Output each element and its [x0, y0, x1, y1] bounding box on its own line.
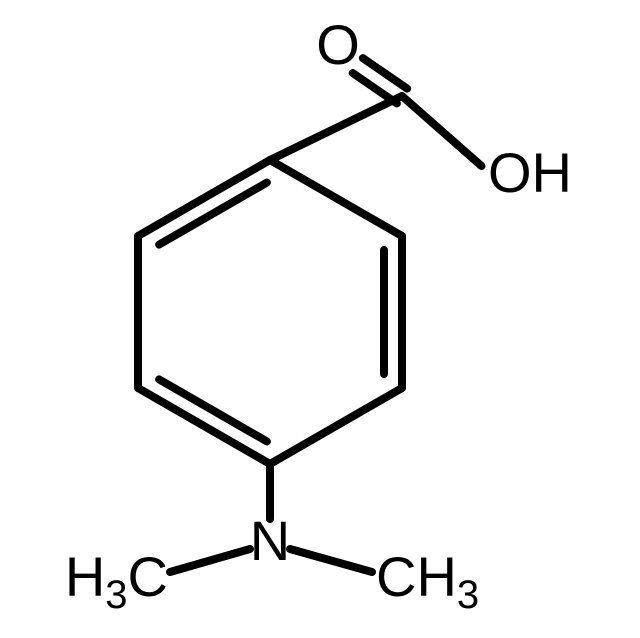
methyl-right-label: CH3	[376, 545, 479, 617]
hydroxyl-label: OH	[488, 141, 572, 204]
nitrogen-label: N	[250, 509, 290, 572]
oxygen-double-label: O	[316, 13, 360, 76]
bonds-group	[138, 58, 481, 572]
methyl-left-label: H3C	[65, 545, 168, 617]
molecule-diagram: O OH N H3C CH3	[0, 0, 640, 638]
